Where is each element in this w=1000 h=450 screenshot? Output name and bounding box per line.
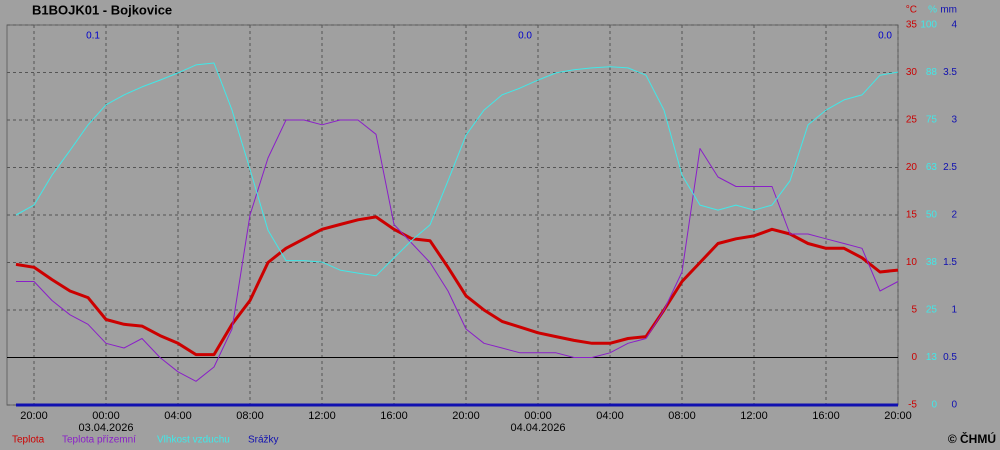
y-tick-label: 4 <box>951 20 957 31</box>
y-tick-label: 1.5 <box>943 257 957 268</box>
y-tick-label: 20 <box>906 162 918 173</box>
y-tick-label: 3.5 <box>943 67 957 78</box>
legend-entry: Srážky <box>248 435 279 446</box>
y-tick-label: 0 <box>931 400 937 411</box>
y-tick-label: 13 <box>926 352 938 363</box>
series-line <box>15 62 899 277</box>
legend-entry: Vlhkost vzduchu <box>157 435 230 446</box>
x-tick-label: 12:00 <box>740 410 768 422</box>
x-tick-label: 08:00 <box>236 410 264 422</box>
y-tick-label: 5 <box>911 305 917 316</box>
chart-title: B1BOJK01 - Bojkovice <box>32 2 172 17</box>
y-tick-label: 0.5 <box>943 352 957 363</box>
axis-unit: % <box>928 5 937 16</box>
y-tick-label: 0 <box>951 400 957 411</box>
x-tick-label: 20:00 <box>20 410 48 422</box>
x-tick-label: 08:00 <box>668 410 696 422</box>
y-tick-label: 3 <box>951 115 957 126</box>
x-tick-label: 20:00 <box>452 410 480 422</box>
x-tick-label: 00:00 <box>92 410 120 422</box>
legend-entry: Teplota <box>12 435 45 446</box>
series-line <box>15 215 899 357</box>
series-line <box>16 119 899 382</box>
y-tick-label: 0 <box>911 352 917 363</box>
legend-entry: Teplota přízemní <box>62 435 136 446</box>
axis-unit: mm <box>940 5 957 16</box>
y-tick-label: 50 <box>926 210 938 221</box>
y-tick-label: 30 <box>906 67 918 78</box>
y-tick-label: 25 <box>926 305 938 316</box>
y-tick-label: 63 <box>926 162 938 173</box>
date-label: 04.04.2026 <box>510 422 565 434</box>
x-tick-label: 20:00 <box>884 410 912 422</box>
x-tick-label: 16:00 <box>812 410 840 422</box>
x-tick-label: 04:00 <box>596 410 624 422</box>
y-tick-label: 38 <box>926 257 938 268</box>
daily-total: 0.0 <box>878 31 892 42</box>
y-tick-label: 75 <box>926 115 938 126</box>
y-tick-label: 35 <box>906 20 918 31</box>
date-label: 03.04.2026 <box>78 422 133 434</box>
copyright: © ČHMÚ <box>948 431 996 446</box>
y-tick-label: 25 <box>906 115 918 126</box>
daily-total: 0.1 <box>86 31 100 42</box>
x-tick-label: 12:00 <box>308 410 336 422</box>
y-tick-label: 15 <box>906 210 918 221</box>
x-tick-label: 16:00 <box>380 410 408 422</box>
daily-total: 0.0 <box>518 31 532 42</box>
y-tick-label: -5 <box>908 400 917 411</box>
axis-unit: °C <box>906 5 917 16</box>
y-tick-label: 1 <box>951 305 957 316</box>
y-tick-label: 2.5 <box>943 162 957 173</box>
y-tick-label: 88 <box>926 67 938 78</box>
x-tick-label: 04:00 <box>164 410 192 422</box>
x-tick-label: 00:00 <box>524 410 552 422</box>
y-tick-label: 2 <box>951 210 957 221</box>
y-tick-label: 100 <box>920 20 937 31</box>
y-tick-label: 10 <box>906 257 918 268</box>
